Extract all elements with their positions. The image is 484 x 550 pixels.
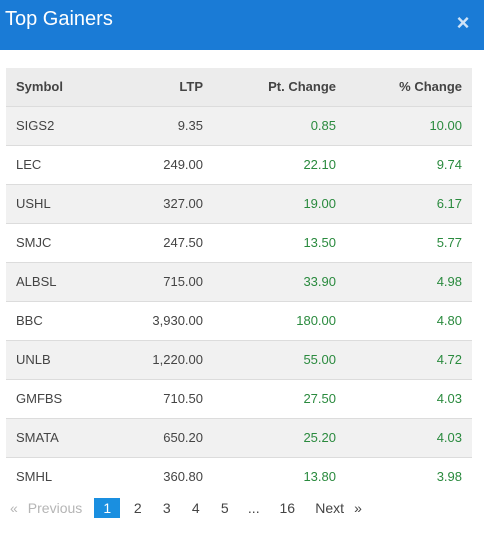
ltp-cell: 9.35 [177, 118, 203, 133]
pct-change-cell: 4.72 [436, 352, 462, 367]
symbol-cell: SMATA [16, 430, 59, 445]
pagination: « Previous 1 2 3 4 5 ... 16 Next » [10, 497, 362, 519]
pct-change-cell: 3.98 [436, 469, 462, 485]
table-row[interactable]: SMHL 360.80 13.80 3.98 [6, 457, 472, 496]
modal-header: Top Gainers × [0, 0, 484, 50]
column-header-pct-change[interactable]: % Change [399, 79, 462, 95]
pct-change-cell: 4.03 [436, 391, 462, 406]
pt-change-cell: 22.10 [303, 157, 336, 172]
symbol-cell: SMHL [16, 469, 53, 485]
ltp-cell: 327.00 [163, 196, 203, 211]
chevron-right-icon: » [354, 500, 362, 516]
page-button-1[interactable]: 1 [94, 498, 121, 518]
close-icon[interactable]: × [456, 10, 470, 35]
table-row[interactable]: SMJC 247.50 13.50 5.77 [6, 223, 472, 262]
table-row[interactable]: BBC 3,930.00 180.00 4.80 [6, 301, 472, 340]
column-header-pt-change[interactable]: Pt. Change [268, 79, 336, 95]
table-row[interactable]: ALBSL 715.00 33.90 4.98 [6, 262, 472, 301]
symbol-cell: SIGS2 [16, 118, 55, 133]
page-button-2[interactable]: 2 [133, 500, 142, 516]
table-row[interactable]: SMATA 650.20 25.20 4.03 [6, 418, 472, 457]
table-row[interactable]: USHL 327.00 19.00 6.17 [6, 184, 472, 223]
symbol-cell: USHL [16, 196, 51, 211]
ltp-cell: 247.50 [163, 235, 203, 250]
pagination-ellipsis: ... [247, 500, 260, 516]
page-button-4[interactable]: 4 [191, 500, 200, 516]
pt-change-cell: 19.00 [303, 196, 336, 211]
next-label: Next [315, 500, 345, 516]
pct-change-cell: 6.17 [436, 196, 462, 211]
symbol-cell: BBC [16, 313, 43, 328]
gainers-table: Symbol LTP Pt. Change % Change SIGS2 9.35… [6, 68, 472, 496]
ltp-cell: 715.00 [163, 274, 203, 289]
column-header-ltp[interactable]: LTP [179, 79, 203, 95]
pt-change-cell: 13.80 [303, 469, 336, 485]
pt-change-cell: 25.20 [303, 430, 336, 445]
pt-change-cell: 27.50 [303, 391, 336, 406]
ltp-cell: 710.50 [163, 391, 203, 406]
page-button-16[interactable]: 16 [279, 500, 296, 516]
pt-change-cell: 180.00 [296, 313, 336, 328]
pct-change-cell: 4.98 [436, 274, 462, 289]
ltp-cell: 360.80 [163, 469, 203, 485]
previous-button[interactable]: « Previous [10, 500, 82, 516]
gainers-table-container: Symbol LTP Pt. Change % Change SIGS2 9.35… [6, 68, 472, 496]
symbol-cell: ALBSL [16, 274, 57, 289]
ltp-cell: 1,220.00 [152, 352, 203, 367]
table-row[interactable]: UNLB 1,220.00 55.00 4.72 [6, 340, 472, 379]
next-button[interactable]: Next » [315, 500, 362, 516]
pt-change-cell: 13.50 [303, 235, 336, 250]
table-row[interactable]: LEC 249.00 22.10 9.74 [6, 145, 472, 184]
table-row[interactable]: GMFBS 710.50 27.50 4.03 [6, 379, 472, 418]
pt-change-cell: 55.00 [303, 352, 336, 367]
table-header-row: Symbol LTP Pt. Change % Change [6, 68, 472, 106]
symbol-cell: GMFBS [16, 391, 63, 406]
previous-label: Previous [27, 500, 83, 516]
pct-change-cell: 10.00 [429, 118, 462, 133]
symbol-cell: UNLB [16, 352, 51, 367]
ltp-cell: 3,930.00 [152, 313, 203, 328]
page-button-5[interactable]: 5 [220, 500, 229, 516]
pct-change-cell: 4.03 [436, 430, 462, 445]
page-button-3[interactable]: 3 [162, 500, 171, 516]
symbol-cell: LEC [16, 157, 42, 172]
chevron-left-icon: « [10, 500, 18, 516]
symbol-cell: SMJC [16, 235, 52, 250]
modal-title: Top Gainers [5, 8, 113, 30]
ltp-cell: 249.00 [163, 157, 203, 172]
pct-change-cell: 5.77 [436, 235, 462, 250]
pct-change-cell: 4.80 [436, 313, 462, 328]
column-header-symbol[interactable]: Symbol [16, 79, 63, 95]
table-row[interactable]: SIGS2 9.35 0.85 10.00 [6, 106, 472, 145]
ltp-cell: 650.20 [163, 430, 203, 445]
pt-change-cell: 0.85 [310, 118, 336, 133]
pt-change-cell: 33.90 [303, 274, 336, 289]
pct-change-cell: 9.74 [436, 157, 462, 172]
